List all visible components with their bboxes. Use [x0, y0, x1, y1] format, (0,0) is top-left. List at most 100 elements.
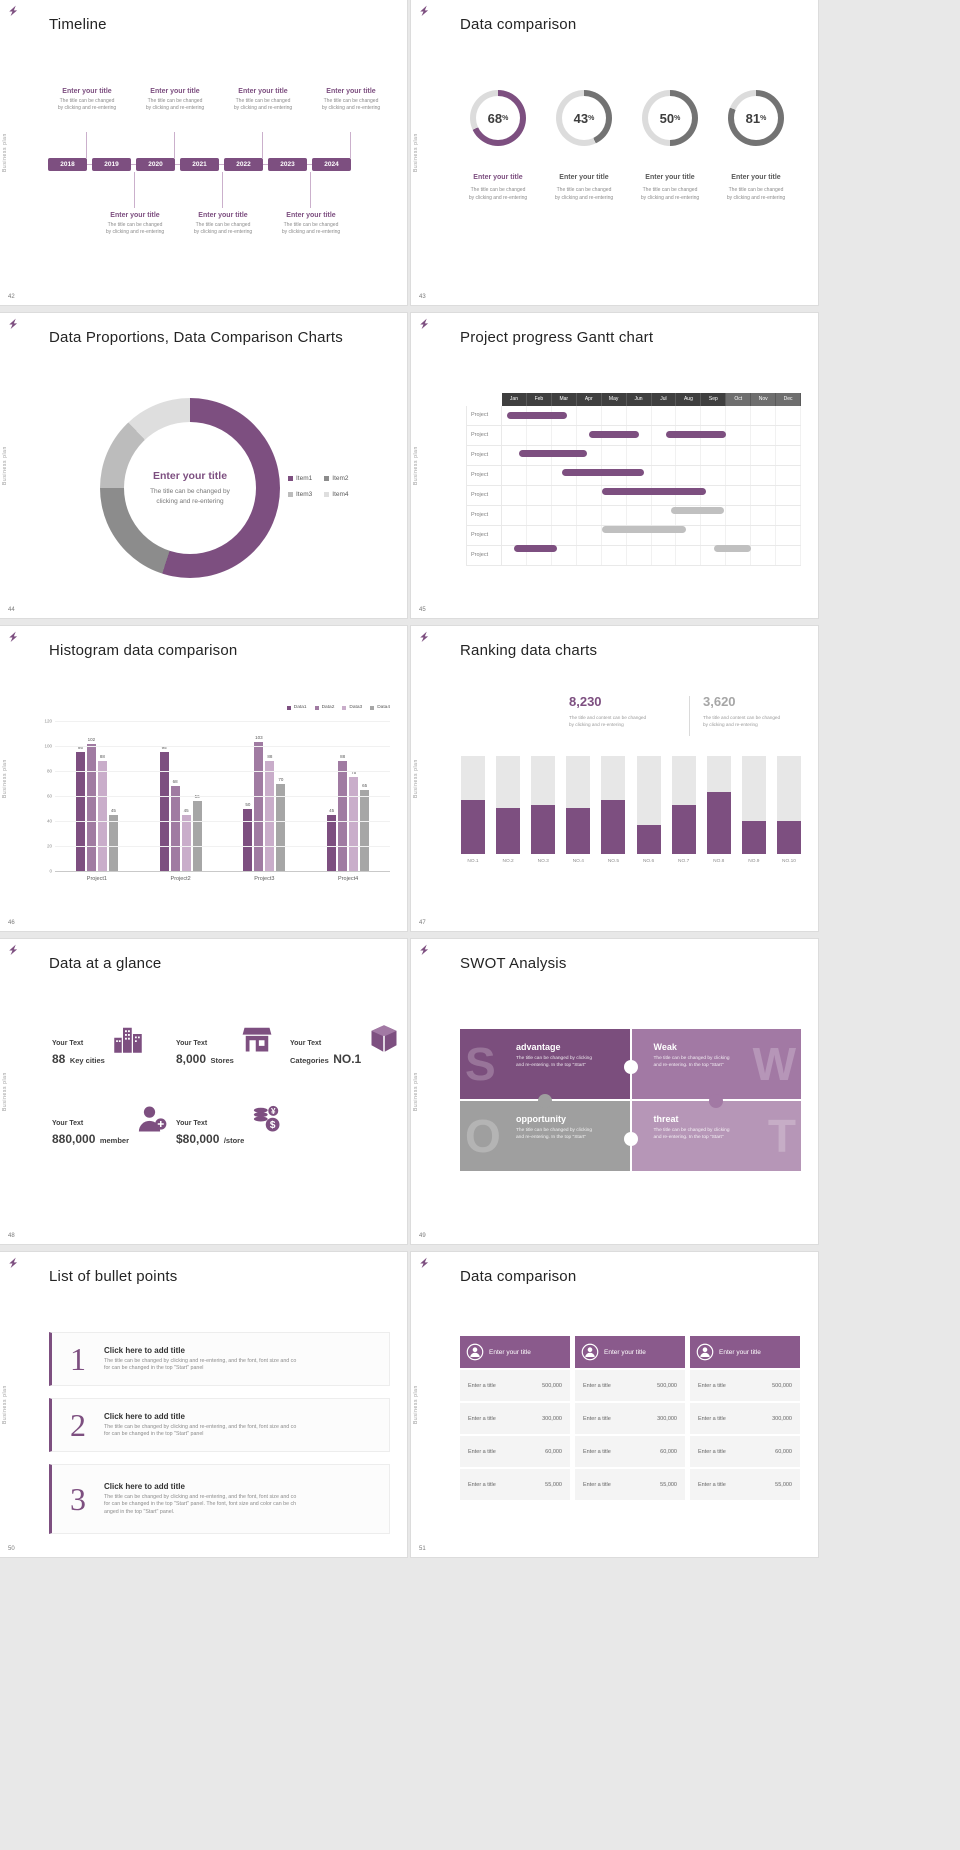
ring-center: 81% — [734, 96, 778, 140]
slide-51-data-comparison-tables[interactable]: Data comparison 51 Enter your title Enter… — [411, 1252, 818, 1557]
stat-value: 8,000 — [176, 1052, 207, 1066]
ranking-track — [671, 756, 696, 854]
vertical-brand-label: Business plan — [2, 446, 8, 486]
swot-letter: O — [465, 1110, 501, 1162]
gantt-cell — [726, 466, 752, 485]
timeline-connector — [310, 172, 311, 208]
svg-text:$: $ — [270, 1120, 276, 1131]
histogram-bar: 45 — [327, 808, 337, 871]
gantt-cell — [652, 406, 677, 425]
timeline-year: 2020 — [136, 158, 175, 171]
ranking-track — [741, 756, 766, 854]
timeline-item-caption: The title can be changed — [147, 98, 203, 104]
timeline-item-caption: by clicking and re-entering — [145, 105, 205, 111]
percent-sign: % — [502, 114, 509, 122]
brand-logo-icon — [9, 318, 18, 329]
row-label: Enter a title — [468, 1415, 496, 1422]
swot-line: and re-entering. In the top "Start" — [653, 1134, 724, 1140]
gantt-bar — [666, 431, 727, 438]
gantt-cell — [652, 546, 677, 565]
gantt-cell — [602, 406, 627, 425]
ring-title: Enter your title — [645, 174, 695, 181]
legend-item: Data3 — [342, 705, 362, 710]
table-row: Enter a title 60,000 — [575, 1436, 685, 1467]
gantt-bar — [589, 431, 640, 438]
timeline-item-title: Enter your title — [238, 88, 288, 95]
row-label: Enter a title — [583, 1481, 611, 1488]
slide-45-gantt-chart[interactable]: Project progress Gantt chart 45 Jan Feb Ma… — [411, 313, 818, 618]
timeline-item: Enter your title The title can be changed… — [45, 88, 129, 112]
percent-ring-block: 43% Enter your title The title can be chan… — [548, 90, 620, 202]
timeline-item: Enter your title The title can be changed… — [269, 212, 353, 236]
legend-label: Data1 — [293, 705, 307, 710]
table-header: Enter your title — [460, 1336, 570, 1368]
table-row: Enter a title 500,000 — [690, 1370, 800, 1401]
puzzle-knob — [709, 1094, 723, 1108]
gantt-month: May — [601, 393, 627, 406]
slide-46-histogram[interactable]: Histogram data comparison 46 Data1 Data2 D… — [0, 626, 407, 931]
data-table-card: Enter your title Enter a title 500,000 Ente… — [460, 1336, 570, 1500]
row-label: Enter a title — [583, 1448, 611, 1455]
ranking-bar — [671, 805, 696, 854]
y-axis-label: 60 — [46, 793, 52, 799]
slide-43-data-comparison[interactable]: Data comparison 43 68% Enter your title Th… — [411, 0, 818, 305]
gantt-row-label: Project — [466, 526, 502, 545]
gantt-cell — [701, 546, 727, 565]
stat-text: Your Text 88 Key cities — [52, 1040, 105, 1068]
gantt-cell — [627, 446, 652, 465]
slide-42-timeline[interactable]: Timeline 42 2018 2019 2020 2021 2022 2023 2024… — [0, 0, 407, 305]
swot-heading: opportunity — [516, 1114, 566, 1124]
legend-swatch — [314, 705, 319, 710]
ring-caption: The title can be changed — [642, 187, 698, 193]
stat-label: Your Text — [290, 1040, 322, 1047]
gantt-cell — [577, 406, 602, 425]
gantt-cell — [552, 426, 577, 445]
ring-center: 43% — [562, 96, 606, 140]
donut-center-caption: The title can be changed by — [150, 488, 230, 495]
legend-label: Item1 — [296, 475, 313, 482]
stat-caption: The title and content can be changed — [703, 715, 781, 720]
gantt-cell — [577, 446, 602, 465]
city-icon — [113, 1024, 143, 1054]
gantt-cell — [652, 466, 677, 485]
ranking-category: NO.10 — [782, 859, 796, 864]
legend-label: Data3 — [349, 705, 363, 710]
ring-title: Enter your title — [473, 174, 523, 181]
slide-44-data-proportions[interactable]: Data Proportions, Data Comparison Charts… — [0, 313, 407, 618]
histogram-bar: 65 — [360, 783, 370, 871]
timeline-years: 2018 2019 2020 2021 2022 2023 2024 — [48, 158, 351, 171]
histogram-bar: 75 — [349, 770, 359, 871]
gantt-cell — [627, 546, 652, 565]
person-icon — [466, 1343, 484, 1361]
timeline-item-title: Enter your title — [326, 88, 376, 95]
slide-48-data-at-a-glance[interactable]: Data at a glance 48 Your Text 88 Key cit… — [0, 939, 407, 1244]
brand-logo-icon — [420, 1257, 429, 1268]
legend-swatch — [324, 476, 330, 481]
gantt-cell — [527, 426, 552, 445]
percent-sign: % — [588, 114, 595, 122]
store-icon — [242, 1024, 272, 1054]
stat-value: 8,230 — [569, 694, 602, 709]
gantt-cell — [676, 546, 702, 565]
timeline-year: 2021 — [180, 158, 219, 171]
legend-item: Data1 — [286, 705, 307, 710]
table-row: Enter a title 55,000 — [460, 1469, 570, 1500]
slide-47-ranking[interactable]: Ranking data charts 47 8,230 The title a… — [411, 626, 818, 931]
gantt-corner — [466, 393, 502, 406]
legend-label: Item2 — [332, 475, 349, 482]
swot-line: The title can be changed by clicking — [653, 1056, 730, 1061]
gantt-row: Project — [466, 446, 802, 466]
slide-50-bullet-points[interactable]: List of bullet points 50 1 Click here to … — [0, 1252, 407, 1557]
table-row: Enter a title 60,000 — [690, 1436, 800, 1467]
row-value: 500,000 — [542, 1382, 562, 1389]
bullet-number: 1 — [70, 1341, 86, 1377]
gantt-cell — [701, 486, 727, 505]
timeline-year: 2023 — [268, 158, 307, 171]
progress-ring: 68% — [470, 90, 526, 146]
swot-line: and re-entering. In the top "Start" — [653, 1062, 724, 1068]
ring-value: 81% — [746, 111, 767, 126]
stat-value-line: 88 Key cities — [52, 1050, 105, 1068]
